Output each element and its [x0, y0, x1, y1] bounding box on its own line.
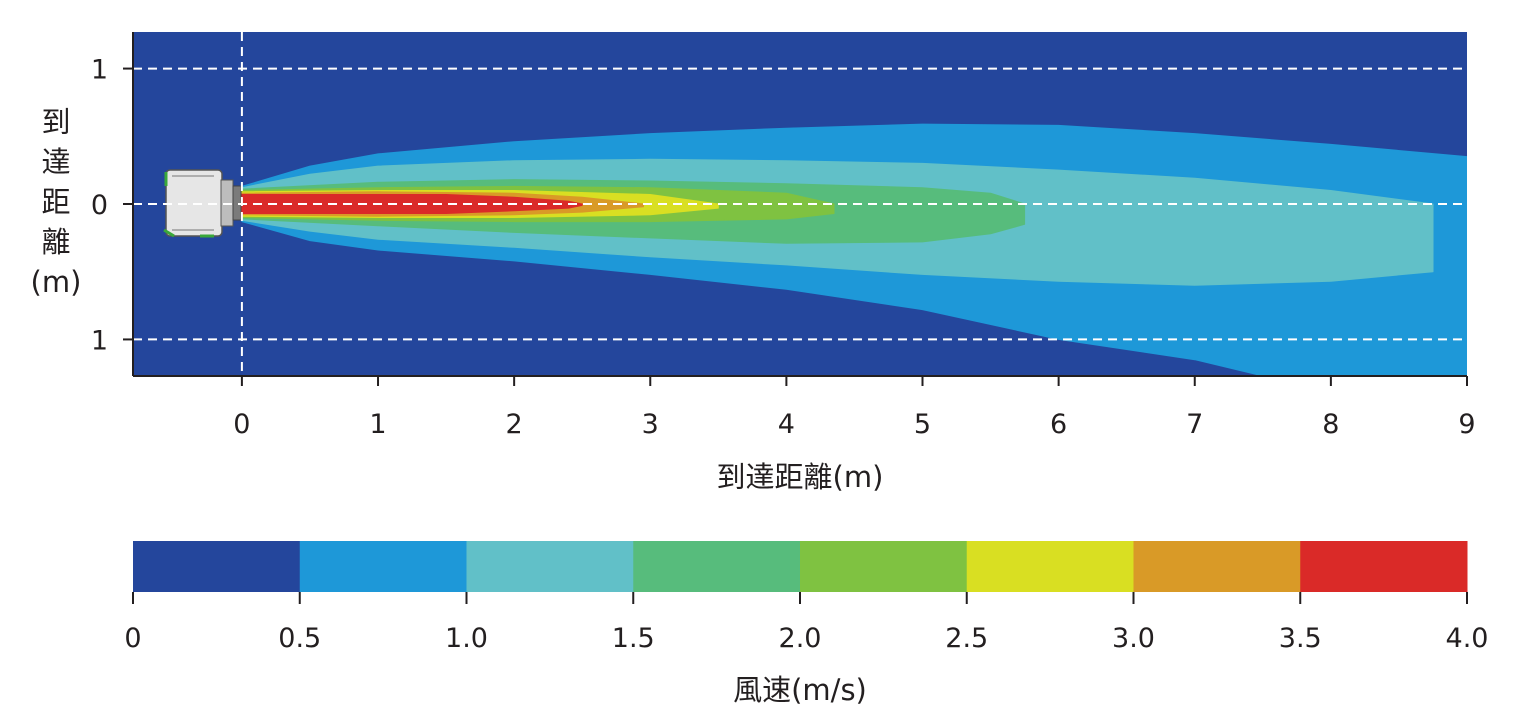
contour-group — [133, 32, 1467, 376]
colorbar-tick-label-3: 1.5 — [612, 623, 655, 654]
x-tick-label-4: 4 — [778, 409, 795, 440]
colorbar-bin-4 — [800, 541, 968, 592]
colorbar-bin-3 — [633, 541, 801, 592]
colorbar-tick-label-5: 2.5 — [945, 623, 988, 654]
y-axis-title-part-4: (m) — [31, 265, 82, 299]
x-tick-label-9: 9 — [1458, 409, 1475, 440]
colorbar-title: 風速(m/s) — [733, 673, 867, 706]
contour-3.5-4 — [241, 194, 583, 214]
plot-area — [133, 32, 1467, 376]
x-axis: 0 1 2 3 4 5 6 7 8 9 — [233, 376, 1476, 440]
x-tick-label-8: 8 — [1322, 409, 1339, 440]
x-tick-label-5: 5 — [914, 409, 931, 440]
y-tick-label-1: 0 — [91, 190, 108, 221]
y-axis-title-part-1: 達 — [41, 145, 70, 179]
y-tick-label-0: 1 — [91, 55, 108, 86]
y-tick-label-2: 1 — [91, 325, 108, 356]
colorbar-tick-label-1: 0.5 — [278, 623, 321, 654]
colorbar-bin-6 — [1133, 541, 1301, 592]
y-axis-title-part-0: 到 — [41, 105, 70, 139]
x-tick-label-6: 6 — [1050, 409, 1067, 440]
x-tick-label-0: 0 — [233, 409, 250, 440]
colorbar-bin-5 — [966, 541, 1134, 592]
colorbar-tick-label-0: 0 — [124, 623, 141, 654]
x-tick-label-7: 7 — [1186, 409, 1203, 440]
y-axis: 1 0 1 — [91, 55, 133, 356]
fan-mount — [163, 172, 214, 238]
colorbar-tick-label-8: 4.0 — [1446, 623, 1489, 654]
x-tick-label-2: 2 — [506, 409, 523, 440]
colorbar-bin-7 — [1300, 541, 1468, 592]
y-axis-title: 到達距離 (m) — [31, 105, 82, 299]
colorbar-bin-0 — [133, 541, 301, 592]
colorbar: 0 0.5 1.0 1.5 2.0 2.5 3.0 3.5 4.0 — [124, 541, 1488, 654]
colorbar-bin-2 — [466, 541, 634, 592]
colorbar-tick-label-6: 3.0 — [1112, 623, 1155, 654]
colorbar-bin-1 — [299, 541, 467, 592]
y-axis-title-part-3: 離 — [41, 225, 70, 259]
colorbar-tick-label-7: 3.5 — [1279, 623, 1322, 654]
x-axis-title: 到達距離(m) — [717, 460, 884, 494]
x-tick-label-1: 1 — [369, 409, 386, 440]
colorbar-tick-label-4: 2.0 — [779, 623, 822, 654]
colorbar-tick-label-2: 1.0 — [445, 623, 488, 654]
x-tick-label-3: 3 — [642, 409, 659, 440]
y-axis-title-part-2: 距 — [41, 185, 70, 219]
